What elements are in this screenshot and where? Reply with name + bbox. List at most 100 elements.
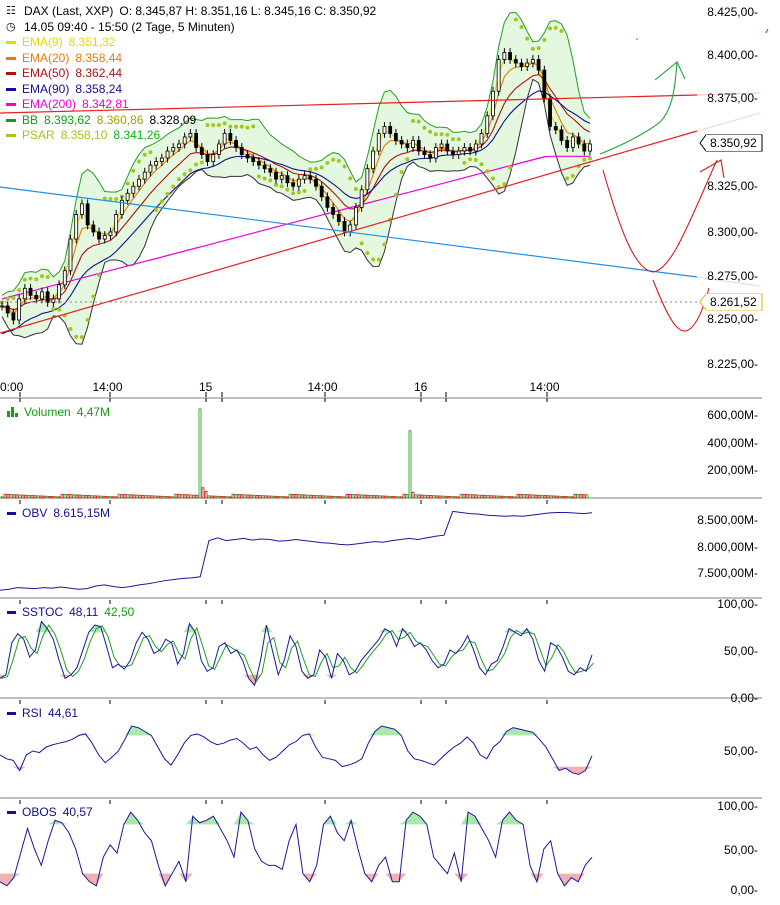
psar-dot	[462, 160, 467, 165]
candle	[217, 143, 221, 155]
sstoc-label: SSTOC	[22, 605, 64, 619]
volume-bar	[156, 495, 160, 499]
psar-dot	[559, 28, 564, 33]
legend-value: 8.360,86	[96, 112, 144, 127]
volume-bar	[237, 494, 241, 499]
psar-dot	[245, 125, 250, 130]
psar-dot	[450, 137, 455, 142]
ema-50-line	[1, 73, 591, 311]
volume-bar	[369, 494, 373, 499]
psar-dot	[331, 157, 336, 162]
psar-dot	[45, 274, 50, 279]
candle	[359, 189, 364, 208]
psar-dot	[376, 257, 381, 262]
legend-item[interactable]: EMA(90) 8.358,24	[6, 82, 376, 98]
last-price-tag: 8.350,92	[706, 135, 761, 151]
volume-bar	[27, 494, 31, 499]
volume-bar	[450, 496, 454, 499]
candle	[62, 270, 67, 286]
volume-bar	[123, 494, 127, 499]
volume-bar	[504, 495, 508, 499]
volume-axis-label: 600,00M-	[707, 408, 758, 422]
volume-bar	[324, 495, 328, 499]
candle	[342, 221, 347, 233]
volume-bar	[336, 496, 340, 499]
psar-dot	[211, 123, 216, 128]
ohlc-values: O: 8.345,87 H: 8.351,16 L: 8.345,16 C: 8…	[119, 4, 377, 18]
psar-dot	[165, 191, 170, 196]
psar-dot	[405, 157, 410, 162]
legend-label: EMA(90)	[22, 81, 70, 96]
volume-bar	[48, 495, 52, 499]
volume-bar	[396, 496, 400, 499]
candle	[445, 143, 450, 152]
volume-bar	[243, 494, 247, 499]
volume-bar	[375, 495, 379, 499]
volume-bar	[582, 494, 586, 499]
price-axis-label: 8.250,00-	[707, 312, 758, 326]
volume-bar	[144, 495, 148, 499]
legend-item[interactable]: EMA(200) 8.342,81	[6, 97, 376, 113]
psar-dot	[199, 160, 204, 165]
volume-bar	[495, 495, 499, 499]
volume-bar	[579, 494, 583, 499]
volume-bar	[573, 493, 577, 499]
legend-item[interactable]: EMA(50) 8.362,44	[6, 66, 376, 82]
volume-bar	[342, 496, 346, 499]
psar-dot	[428, 129, 433, 134]
psar-dot	[85, 317, 90, 322]
psar-dot	[336, 158, 341, 163]
volume-bar	[282, 496, 286, 499]
candle	[28, 287, 33, 296]
volume-bar	[141, 494, 145, 499]
volume-bar	[438, 495, 442, 499]
psar-dot	[371, 257, 376, 262]
legend-item[interactable]: BB 8.393,62 8.360,86 8.328,09	[6, 113, 376, 129]
psar-dot	[456, 137, 461, 142]
volume-bar	[270, 495, 274, 499]
psar-dot	[353, 186, 358, 191]
legend-label: EMA(20)	[22, 50, 70, 65]
volume-bar	[381, 495, 385, 499]
candle	[542, 69, 547, 99]
legend-item[interactable]: PSAR 8.358,10 8.341,26	[6, 128, 376, 144]
volume-bar	[198, 408, 202, 499]
obv-swatch-icon	[7, 511, 16, 515]
volume-bar	[543, 495, 547, 499]
psar-dot	[182, 172, 187, 177]
price-axis-label: 8.375,00-	[707, 91, 758, 105]
obv-value: 8.615,15M	[53, 506, 111, 520]
sstoc-swatch-icon	[7, 610, 16, 614]
rsi-value: 44,61	[48, 706, 79, 720]
candle	[199, 147, 204, 155]
volume-bar	[297, 494, 301, 499]
psar-dot	[325, 160, 330, 165]
candle	[525, 62, 530, 67]
volume-bar	[186, 494, 190, 499]
candle	[325, 196, 330, 208]
psar-dot	[525, 36, 530, 41]
ema-90-line	[1, 90, 591, 335]
candle	[108, 231, 113, 236]
time-range: 14.05 09:40 - 15:50 (2 Tage, 5 Minuten)	[24, 19, 235, 34]
legend-item[interactable]: EMA(20) 8.358,44	[6, 51, 376, 67]
volume-bar	[159, 495, 163, 499]
psar-dot	[194, 162, 199, 167]
candle	[74, 213, 79, 240]
candle	[34, 294, 39, 300]
candle	[456, 150, 461, 155]
volume-bar	[564, 496, 568, 499]
volume-bar	[459, 493, 463, 499]
candle	[91, 224, 96, 233]
legend-item[interactable]: EMA(9) 8.351,32	[6, 35, 376, 51]
candle	[382, 126, 387, 134]
psar-dot	[422, 125, 427, 130]
candle	[485, 115, 490, 134]
volume-bar	[234, 493, 238, 499]
psar-dot	[296, 190, 301, 195]
candle	[234, 140, 238, 148]
legend-swatch-icon	[6, 87, 16, 91]
volume-bar	[441, 495, 445, 499]
psar-dot	[205, 123, 210, 128]
